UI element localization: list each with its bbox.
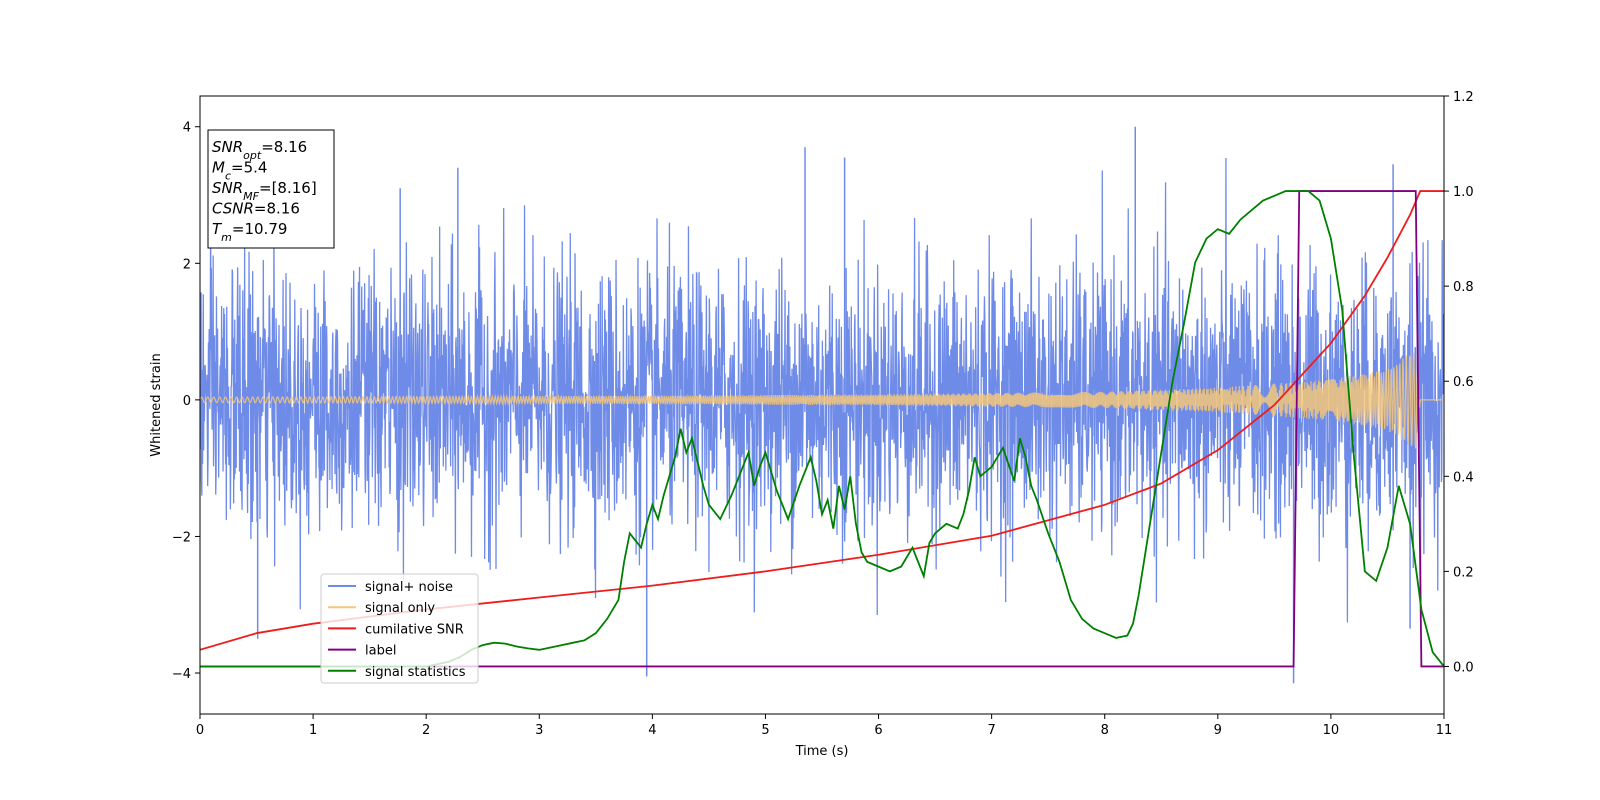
x-tick-label: 5 bbox=[761, 723, 769, 738]
x-tick-label: 10 bbox=[1323, 723, 1340, 738]
annotation-line: SNRMF=[8.16] bbox=[212, 179, 317, 203]
annotation-line: Mc=5.4 bbox=[212, 159, 267, 183]
annotation-line: SNRopt=8.16 bbox=[212, 138, 307, 162]
annotation-line: CSNR=8.16 bbox=[212, 200, 300, 218]
x-tick-label: 11 bbox=[1436, 723, 1453, 738]
y-right-tick-label: 0.0 bbox=[1453, 660, 1474, 675]
legend-label: cumilative SNR bbox=[365, 622, 464, 637]
y-right-tick-label: 0.6 bbox=[1453, 375, 1474, 390]
y-right-tick-label: 0.8 bbox=[1453, 280, 1474, 295]
y-left-tick-label: 2 bbox=[183, 257, 191, 272]
x-tick-label: 1 bbox=[309, 723, 317, 738]
y-left-tick-label: 4 bbox=[183, 121, 191, 136]
legend-label: signal+ noise bbox=[365, 580, 453, 595]
annotation-frame bbox=[207, 129, 335, 249]
series-label-line bbox=[200, 190, 1444, 668]
x-axis: 0 1 2 3 4 5 6 7 8 9 10 11 bbox=[196, 714, 1452, 738]
x-tick-label: 3 bbox=[535, 723, 543, 738]
x-tick-label: 9 bbox=[1214, 723, 1222, 738]
y-axis-left: −4 −2 0 2 4 bbox=[172, 121, 200, 682]
legend-label: signal statistics bbox=[365, 665, 466, 680]
y-axis-right: 0.0 0.2 0.4 0.6 0.8 1.0 1.2 bbox=[1444, 90, 1474, 675]
y-left-tick-label: −4 bbox=[172, 667, 191, 682]
y-right-tick-label: 1.2 bbox=[1453, 90, 1474, 105]
series-signal-statistics-line bbox=[200, 190, 1444, 668]
plot-frame bbox=[199, 95, 1445, 715]
annotation-line: Tm=10.79 bbox=[212, 220, 287, 244]
legend: signal+ noise signal only cumilative SNR la… bbox=[320, 573, 479, 684]
y-axis-title: Whitened strain bbox=[149, 353, 164, 456]
x-tick-label: 6 bbox=[874, 723, 882, 738]
legend-label: signal only bbox=[365, 601, 435, 616]
y-left-tick-label: −2 bbox=[172, 530, 191, 545]
x-tick-label: 7 bbox=[987, 723, 995, 738]
x-tick-label: 0 bbox=[196, 723, 204, 738]
y-right-tick-label: 0.2 bbox=[1453, 565, 1474, 580]
y-right-tick-label: 0.4 bbox=[1453, 470, 1474, 485]
x-tick-label: 2 bbox=[422, 723, 430, 738]
x-tick-label: 8 bbox=[1101, 723, 1109, 738]
y-left-tick-label: 0 bbox=[183, 394, 191, 409]
legend-frame bbox=[320, 573, 479, 684]
x-axis-title: Time (s) bbox=[795, 744, 849, 759]
legend-label: label bbox=[365, 644, 396, 659]
y-right-tick-label: 1.0 bbox=[1453, 185, 1474, 200]
x-tick-label: 4 bbox=[648, 723, 656, 738]
series-signal-only-line bbox=[200, 352, 1444, 449]
